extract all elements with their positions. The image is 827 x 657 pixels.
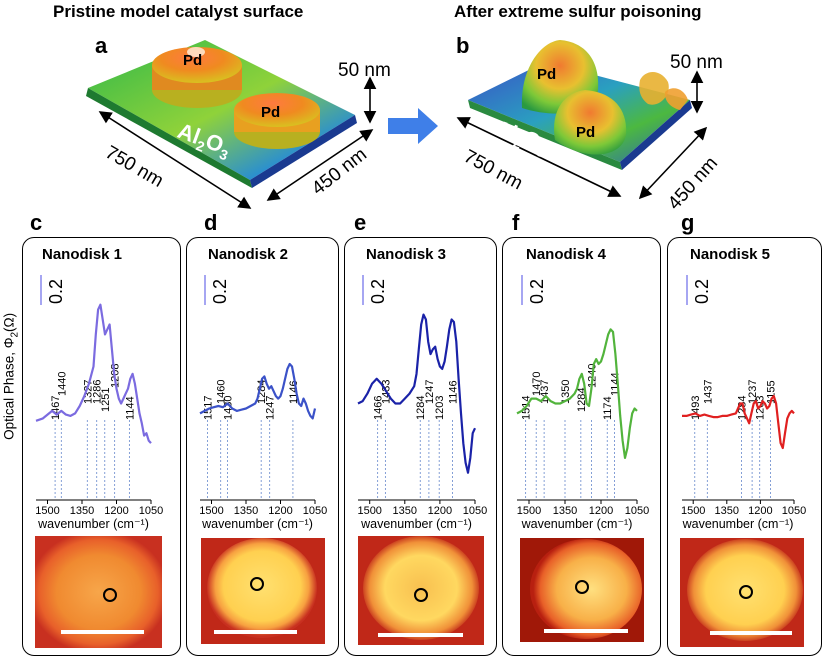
pd-label-b1: Pd — [537, 66, 557, 83]
x-tick-label-g-1200: 1200 — [748, 505, 772, 517]
peak-label-e-1203: 1203 — [434, 396, 446, 420]
series-line-c — [35, 303, 152, 444]
peak-label-c-1144: 1144 — [124, 396, 136, 420]
panel-letter-b: b — [456, 33, 470, 58]
peak-label-c-1286: 1286 — [92, 380, 104, 404]
x-tick-label-g-1350: 1350 — [715, 505, 739, 517]
peak-label-g-1237: 1237 — [747, 380, 759, 404]
peak-label-d-1247: 1247 — [265, 396, 277, 420]
pd-label-b2: Pd — [576, 124, 596, 141]
peak-label-d-1284: 1284 — [256, 380, 268, 404]
panel-title-f: Nanodisk 4 — [526, 246, 607, 263]
peak-label-c-1327: 1327 — [82, 380, 94, 404]
peak-label-e-1284: 1284 — [415, 396, 427, 420]
pd-label-a2: Pd — [261, 104, 281, 121]
panel-box-d — [186, 237, 339, 656]
x-tick-label-d-1050: 1050 — [303, 505, 327, 517]
x-axis-label-f: wavenumber (cm⁻¹) — [521, 517, 633, 531]
x-tick-label-f-1500: 1500 — [517, 505, 541, 517]
panel-letter-f: f — [512, 210, 520, 235]
x-tick-label-e-1200: 1200 — [428, 505, 452, 517]
x-tick-label-d-1200: 1200 — [268, 505, 292, 517]
panel-box-c — [22, 237, 181, 656]
scale-bar-value-g: 0.2 — [692, 279, 712, 304]
x-axis-label-g: wavenumber (cm⁻¹) — [682, 517, 794, 531]
x-tick-label-e-1350: 1350 — [393, 505, 417, 517]
x-tick-label-d-1500: 1500 — [199, 505, 223, 517]
scale-bar-value-e: 0.2 — [368, 279, 388, 304]
pd-label-a1: Pd — [183, 52, 203, 69]
panel-letter-c: c — [30, 210, 43, 235]
panel-box-f — [502, 237, 661, 656]
panel-title-g: Nanodisk 5 — [690, 246, 770, 263]
x-tick-label-c-1350: 1350 — [70, 505, 94, 517]
panel-title-c: Nanodisk 1 — [42, 246, 122, 263]
x-tick-label-c-1200: 1200 — [104, 505, 128, 517]
x-tick-label-e-1500: 1500 — [357, 505, 381, 517]
transition-arrow — [388, 108, 438, 144]
x-tick-label-g-1050: 1050 — [782, 505, 806, 517]
afm-schematic — [86, 40, 708, 209]
x-tick-label-g-1500: 1500 — [681, 505, 705, 517]
series-line-g — [682, 395, 795, 450]
x-axis-label-c: wavenumber (cm⁻¹) — [37, 517, 149, 531]
x-tick-label-f-1350: 1350 — [553, 505, 577, 517]
height-label-a: 50 nm — [338, 60, 391, 81]
scale-bar-value-c: 0.2 — [46, 279, 66, 304]
peak-label-g-1437: 1437 — [702, 380, 714, 404]
peak-label-c-1440: 1440 — [56, 372, 68, 396]
x-axis-label-d: wavenumber (cm⁻¹) — [201, 517, 313, 531]
peak-label-e-1466: 1466 — [373, 396, 385, 420]
panel-title-d: Nanodisk 2 — [208, 246, 288, 263]
peak-label-d-1460: 1460 — [216, 380, 228, 404]
x-tick-label-d-1350: 1350 — [234, 505, 258, 517]
peak-label-f-1470: 1470 — [531, 372, 543, 396]
x-axis-label-e: wavenumber (cm⁻¹) — [360, 517, 472, 531]
panel-box-e — [344, 237, 497, 656]
x-tick-label-c-1050: 1050 — [139, 505, 163, 517]
scale-bar-value-f: 0.2 — [527, 279, 547, 304]
panel-letter-a: a — [95, 33, 108, 58]
panel-letter-g: g — [681, 210, 695, 235]
panel-box-g — [667, 237, 822, 656]
peak-label-c-1251: 1251 — [100, 388, 112, 412]
peak-label-e-1247: 1247 — [424, 380, 436, 404]
map-nanodisk-1 — [35, 536, 162, 648]
left-title: Pristine model catalyst surface — [53, 2, 304, 21]
x-tick-label-c-1500: 1500 — [35, 505, 59, 517]
peak-label-d-1430: 1430 — [223, 396, 235, 420]
series-line-d — [199, 362, 317, 420]
right-title: After extreme sulfur poisoning — [454, 2, 702, 21]
panel-letter-e: e — [354, 210, 367, 235]
scale-bar-value-d: 0.2 — [210, 279, 230, 304]
x-tick-label-f-1050: 1050 — [625, 505, 649, 517]
x-tick-label-f-1200: 1200 — [589, 505, 613, 517]
series-line-f — [516, 328, 638, 459]
peak-label-f-1174: 1174 — [602, 396, 614, 420]
peak-label-c-1208: 1208 — [110, 364, 122, 388]
panel-letter-d: d — [204, 210, 218, 235]
peak-label-e-1146: 1146 — [448, 380, 460, 404]
height-label-b: 50 nm — [670, 52, 723, 73]
panel-title-e: Nanodisk 3 — [366, 246, 446, 263]
series-line-e — [357, 313, 476, 474]
x-tick-label-e-1050: 1050 — [463, 505, 487, 517]
